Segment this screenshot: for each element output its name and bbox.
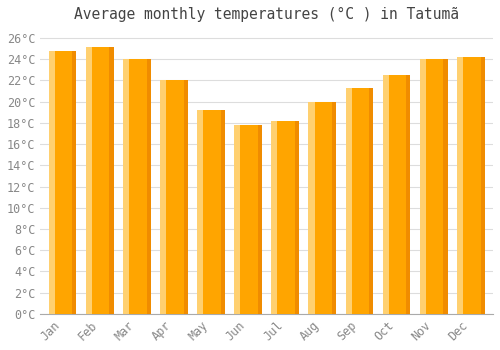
Bar	[123, 59, 150, 314]
Bar	[221, 110, 225, 314]
Bar	[480, 57, 484, 314]
Bar	[346, 88, 352, 314]
Bar	[444, 59, 448, 314]
Bar	[420, 59, 426, 314]
Bar	[234, 125, 240, 314]
Bar	[48, 51, 55, 314]
Bar	[295, 121, 299, 314]
Bar	[332, 102, 336, 314]
Bar	[457, 57, 484, 314]
Bar	[160, 80, 188, 314]
Bar	[308, 102, 314, 314]
Bar	[346, 88, 374, 314]
Bar	[258, 125, 262, 314]
Bar	[146, 59, 150, 314]
Bar	[110, 48, 114, 314]
Bar	[184, 80, 188, 314]
Bar	[272, 121, 299, 314]
Bar	[72, 51, 76, 314]
Bar	[123, 59, 129, 314]
Bar	[420, 59, 448, 314]
Bar	[308, 102, 336, 314]
Bar	[369, 88, 374, 314]
Bar	[160, 80, 166, 314]
Bar	[457, 57, 463, 314]
Bar	[86, 48, 92, 314]
Title: Average monthly temperatures (°C ) in Tatumã: Average monthly temperatures (°C ) in Ta…	[74, 7, 459, 22]
Bar	[48, 51, 76, 314]
Bar	[197, 110, 203, 314]
Bar	[197, 110, 225, 314]
Bar	[86, 48, 114, 314]
Bar	[382, 75, 389, 314]
Bar	[234, 125, 262, 314]
Bar	[382, 75, 410, 314]
Bar	[406, 75, 410, 314]
Bar	[272, 121, 278, 314]
